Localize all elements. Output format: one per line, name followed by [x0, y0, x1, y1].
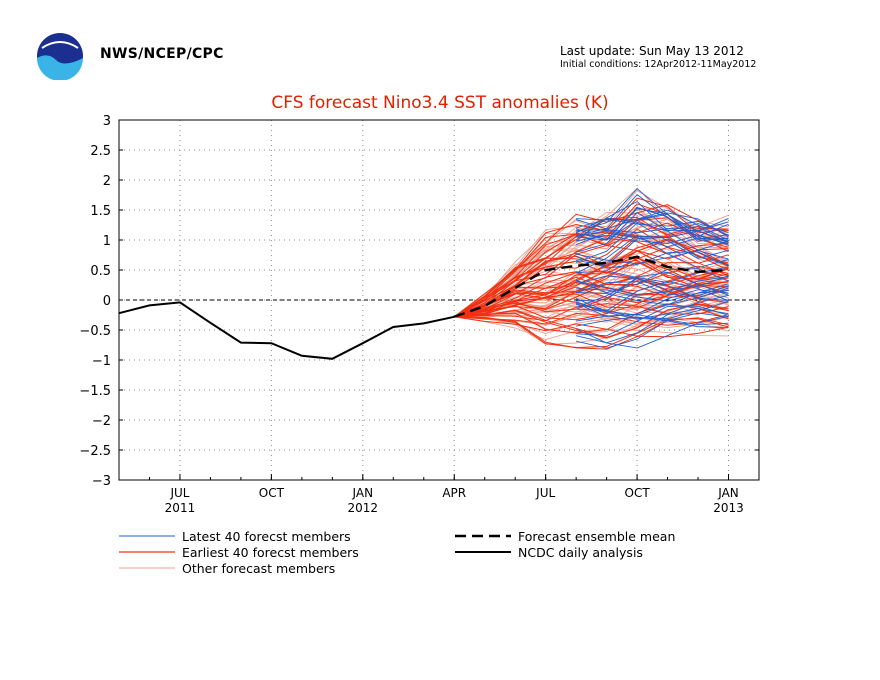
legend-label-mean: Forecast ensemble mean — [518, 529, 675, 544]
y-tick-label: 3 — [103, 114, 111, 129]
forecast-members — [453, 187, 729, 350]
latest-member-line — [575, 312, 729, 349]
earliest-member-line — [454, 262, 729, 318]
y-tick-label: 0 — [103, 294, 111, 309]
latest-member-line — [576, 236, 729, 266]
latest-member-line — [575, 234, 729, 274]
initial-conditions-text: Initial conditions: 12Apr2012-11May2012 — [560, 59, 757, 70]
other-member-line — [454, 316, 729, 340]
latest-member-line — [576, 212, 729, 238]
latest-member-line — [575, 232, 729, 248]
chart-title: CFS forecast Nino3.4 SST anomalies (K) — [271, 93, 608, 113]
earliest-member-line — [454, 280, 729, 318]
legend-label-earliest: Earliest 40 forecst members — [182, 545, 359, 560]
y-tick-label: 1.5 — [90, 204, 111, 219]
x-tick-label-year: 2012 — [348, 501, 379, 515]
x-tick-label-month: JAN — [352, 486, 374, 500]
x-tick-label-month: JUL — [535, 486, 555, 500]
earliest-member-line — [454, 316, 729, 349]
latest-member-line — [576, 271, 729, 302]
x-tick-label-month: OCT — [259, 486, 285, 500]
noaa-logo-icon — [37, 33, 83, 81]
y-tick-label: −2 — [92, 414, 111, 429]
y-tick-label: 1 — [103, 234, 111, 249]
x-tick-label-month: APR — [442, 486, 466, 500]
main-lines — [118, 255, 729, 360]
latest-member-line — [575, 278, 729, 308]
y-tick-label: −1.5 — [79, 384, 111, 399]
legend-label-analysis: NCDC daily analysis — [518, 545, 643, 560]
latest-member-line — [576, 206, 729, 242]
earliest-member-line — [453, 197, 729, 318]
y-tick-label: −0.5 — [79, 324, 111, 339]
earliest-member-line — [454, 316, 729, 338]
x-tick-label-month: JAN — [717, 486, 739, 500]
earliest-member-line — [454, 268, 729, 318]
earliest-member-line — [454, 281, 729, 318]
grid — [119, 120, 759, 480]
latest-member-line — [575, 281, 729, 297]
latest-member-line — [576, 305, 729, 337]
earliest-member-line — [454, 246, 729, 318]
latest-member-line — [576, 287, 729, 306]
other-member-line — [454, 316, 729, 345]
y-tick-label: 2 — [103, 174, 111, 189]
x-tick-label-month: OCT — [625, 486, 651, 500]
x-tick-label-year: 2013 — [713, 501, 744, 515]
latest-member-line — [575, 315, 729, 349]
latest-member-line — [576, 316, 729, 329]
latest-member-line — [576, 230, 729, 242]
earliest-member-line — [454, 238, 729, 318]
latest-member-line — [575, 218, 729, 236]
earliest-member-line — [453, 204, 729, 318]
y-tick-label: 2.5 — [90, 144, 111, 159]
y-tick-label: 0.5 — [90, 264, 111, 279]
latest-member-line — [575, 222, 729, 263]
noaa-logo — [36, 32, 84, 81]
latest-member-line — [576, 280, 729, 312]
y-axis: 3 2.5 2 1.5 1 0.5 0 −0.5 −1 −1.5 −2 −2.5 −3 — [79, 114, 759, 489]
x-tick-label-month: JUL — [169, 486, 189, 500]
latest-member-line — [576, 276, 729, 295]
last-update-text: Last update: Sun May 13 2012 — [560, 44, 744, 58]
y-tick-label: −1 — [92, 354, 111, 369]
y-tick-label: −2.5 — [79, 444, 111, 459]
latest-member-line — [576, 208, 729, 240]
latest-member-line — [575, 211, 729, 253]
y-tick-label: −3 — [92, 474, 111, 489]
legend-label-other: Other forecast members — [182, 561, 335, 576]
ensemble-mean-line — [453, 255, 729, 318]
ncdc-analysis-line — [118, 301, 455, 360]
latest-member-line — [575, 308, 729, 344]
latest-member-line — [575, 251, 729, 269]
agency-label: NWS/NCEP/CPC — [100, 46, 224, 62]
legend-label-latest: Latest 40 forecst members — [182, 529, 351, 544]
latest-member-line — [576, 314, 729, 326]
latest-member-line — [576, 226, 729, 244]
x-tick-label-year: 2011 — [165, 501, 196, 515]
latest-member-line — [575, 209, 729, 241]
latest-member-line — [576, 283, 729, 302]
latest-member-line — [575, 275, 729, 291]
